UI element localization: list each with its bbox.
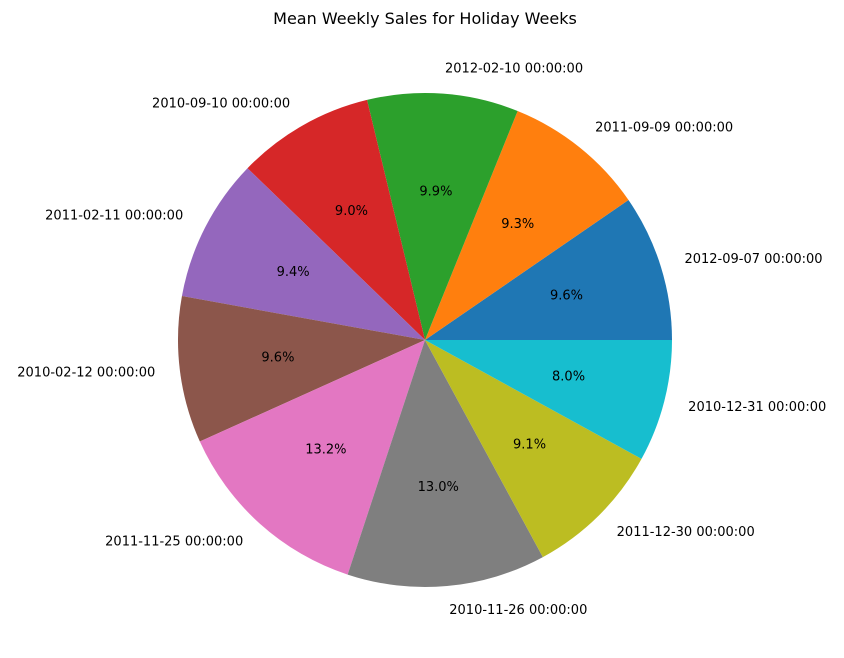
slice-label-7: 2011-11-25 00:00:00	[105, 534, 243, 549]
chart-title: Mean Weekly Sales for Holiday Weeks	[273, 9, 577, 28]
slice-pct-label-8: 13.0%	[418, 480, 459, 495]
slice-label-10: 2010-12-31 00:00:00	[688, 400, 826, 415]
pie-slice-6	[177, 296, 425, 442]
slice-pct-label-4: 9.0%	[335, 204, 368, 219]
pie-slice-8	[347, 340, 543, 587]
slice-pct-label-2: 9.3%	[501, 217, 534, 232]
pie-slice-9	[425, 340, 642, 558]
pie-slice-2	[425, 111, 629, 340]
slice-label-6: 2010-02-12 00:00:00	[17, 366, 155, 381]
slice-pct-label-1: 9.6%	[550, 289, 583, 304]
slice-pct-label-9: 9.1%	[513, 438, 546, 453]
pie-slice-10	[425, 340, 672, 459]
slice-pct-label-5: 9.4%	[277, 265, 310, 280]
slice-label-1: 2012-09-07 00:00:00	[684, 252, 822, 267]
slice-label-2: 2011-09-09 00:00:00	[595, 121, 733, 136]
slice-label-9: 2011-12-30 00:00:00	[617, 525, 755, 540]
labels-group: 2012-09-07 00:00:00 9.6% 2011-09-09 00:00:…	[17, 62, 826, 619]
slices-group	[177, 92, 672, 587]
slice-label-3: 2012-02-10 00:00:00	[445, 62, 583, 77]
slice-pct-label-6: 9.6%	[261, 351, 294, 366]
pie-slice-7	[199, 340, 425, 575]
pie-slice-3	[367, 92, 518, 340]
slice-label-4: 2010-09-10 00:00:00	[152, 97, 290, 112]
slice-label-5: 2011-02-11 00:00:00	[45, 209, 183, 224]
slice-pct-label-7: 13.2%	[305, 443, 346, 458]
slice-pct-label-3: 9.9%	[419, 185, 452, 200]
pie-slice-1	[425, 200, 672, 340]
slice-pct-label-10: 8.0%	[552, 369, 585, 384]
slice-label-8: 2010-11-26 00:00:00	[449, 603, 587, 618]
pie-slice-5	[181, 168, 425, 340]
pie-slice-4	[247, 99, 425, 340]
